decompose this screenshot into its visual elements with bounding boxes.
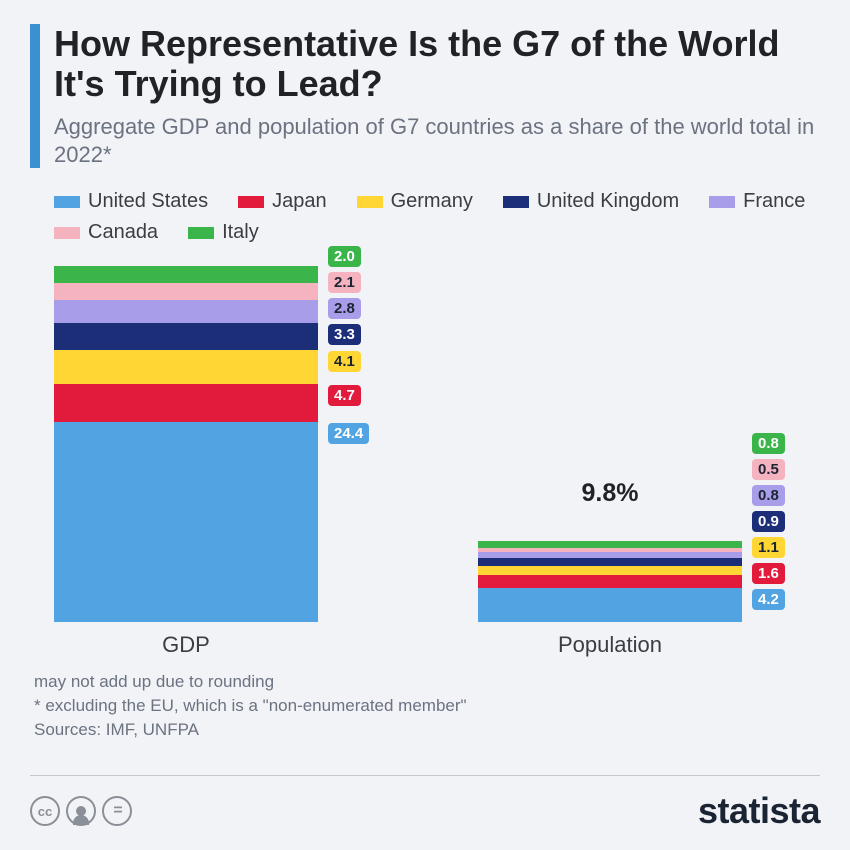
legend-swatch: [188, 227, 214, 239]
footnote-rounding: may not add up due to rounding: [34, 670, 820, 694]
segment-value-label: 0.8: [752, 485, 785, 506]
license-badges: cc =: [30, 796, 132, 826]
bar-segment: 0.8: [478, 552, 742, 559]
legend-swatch: [503, 196, 529, 208]
legend-label: Japan: [272, 190, 327, 213]
bar-segment: 1.1: [478, 566, 742, 575]
axis-label: GDP: [162, 632, 210, 658]
stacked-bar: 24.44.74.13.32.82.12.0: [54, 266, 318, 622]
segment-value-label: 4.1: [328, 351, 361, 372]
legend-label: Italy: [222, 221, 259, 244]
legend-item: France: [709, 190, 805, 213]
legend-item: Italy: [188, 221, 259, 244]
bar-segment: 0.5: [478, 548, 742, 552]
footnote-exclusion: * excluding the EU, which is a "non-enum…: [34, 694, 820, 718]
legend: United States Japan Germany United Kingdom F…: [54, 190, 820, 244]
legend-swatch: [54, 196, 80, 208]
segment-value-label: 4.7: [328, 385, 361, 406]
bar-segment: 4.7: [54, 384, 318, 423]
bar-segment: 2.8: [54, 300, 318, 323]
segment-value-label: 0.8: [752, 433, 785, 454]
legend-swatch: [238, 196, 264, 208]
infographic-page: How Representative Is the G7 of the Worl…: [0, 0, 850, 850]
legend-item: Japan: [238, 190, 327, 213]
title-accent-bar: [30, 24, 40, 168]
segment-value-label: 0.9: [752, 511, 785, 532]
brand-text: statista: [698, 790, 820, 832]
bar-total-label: 9.8%: [582, 479, 639, 508]
bar-group: 9.8%4.21.61.10.90.80.50.8Population: [478, 541, 742, 658]
segment-value-label: 2.1: [328, 272, 361, 293]
legend-item: United States: [54, 190, 208, 213]
segment-value-label: 4.2: [752, 589, 785, 610]
legend-item: United Kingdom: [503, 190, 679, 213]
legend-swatch: [709, 196, 735, 208]
segment-value-label: 2.8: [328, 298, 361, 319]
header-block: How Representative Is the G7 of the Worl…: [30, 24, 820, 168]
title-text-wrap: How Representative Is the G7 of the Worl…: [54, 24, 820, 168]
chart-area: 43.4%24.44.74.13.32.82.12.0GDP9.8%4.21.6…: [54, 258, 820, 658]
segment-value-label: 3.3: [328, 324, 361, 345]
legend-swatch: [54, 227, 80, 239]
stacked-bar: 4.21.61.10.90.80.50.8: [478, 541, 742, 622]
bar-segment: 1.6: [478, 575, 742, 588]
bar-segment: 2.0: [54, 266, 318, 282]
segment-value-label: 2.0: [328, 246, 361, 267]
brand-logo: statista: [698, 790, 820, 832]
bar-segment: 0.9: [478, 558, 742, 565]
legend-label: United Kingdom: [537, 190, 679, 213]
legend-item: Canada: [54, 221, 158, 244]
legend-label: France: [743, 190, 805, 213]
segment-value-label: 1.6: [752, 563, 785, 584]
legend-label: Germany: [391, 190, 473, 213]
bar-segment: 24.4: [54, 422, 318, 622]
bar-segment: 4.1: [54, 350, 318, 384]
bar-group: 43.4%24.44.74.13.32.82.12.0GDP: [54, 266, 318, 658]
noderivs-icon: =: [102, 796, 132, 826]
footnote-sources: Sources: IMF, UNFPA: [34, 718, 820, 742]
bar-segment: 4.2: [478, 588, 742, 622]
legend-label: United States: [88, 190, 208, 213]
segment-value-label: 1.1: [752, 537, 785, 558]
footnotes: may not add up due to rounding * excludi…: [34, 670, 820, 741]
cc-icon: cc: [30, 796, 60, 826]
legend-item: Germany: [357, 190, 473, 213]
attribution-icon: [66, 796, 96, 826]
bar-segment: 3.3: [54, 323, 318, 350]
chart-title: How Representative Is the G7 of the Worl…: [54, 24, 820, 103]
bar-segment: 0.8: [478, 541, 742, 548]
chart-subtitle: Aggregate GDP and population of G7 count…: [54, 113, 820, 168]
footer: cc = statista: [30, 775, 820, 832]
segment-value-label: 0.5: [752, 459, 785, 480]
segment-value-label: 24.4: [328, 423, 369, 444]
bar-segment: 2.1: [54, 283, 318, 300]
legend-swatch: [357, 196, 383, 208]
legend-label: Canada: [88, 221, 158, 244]
axis-label: Population: [558, 632, 662, 658]
